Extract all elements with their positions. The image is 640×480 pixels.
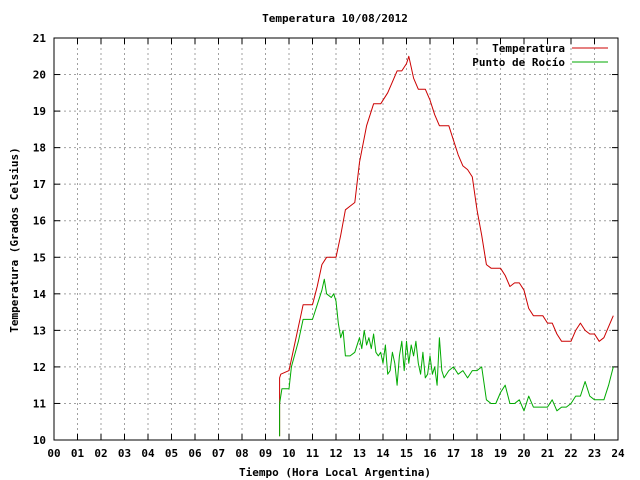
x-tick-label: 09 [259, 447, 272, 460]
y-tick-label: 12 [33, 361, 46, 374]
chart-title: Temperatura 10/08/2012 [262, 12, 408, 25]
y-tick-label: 17 [33, 178, 46, 191]
grid-lines [54, 38, 618, 440]
x-tick-label: 24 [611, 447, 625, 460]
x-tick-label: 16 [423, 447, 437, 460]
x-tick-label: 15 [400, 447, 413, 460]
x-tick-label: 17 [447, 447, 460, 460]
x-tick-label: 10 [282, 447, 295, 460]
y-axis-label: Temperatura (Grados Celsius) [8, 147, 21, 332]
plot-frame [53, 37, 619, 441]
y-tick-label: 14 [33, 288, 47, 301]
x-tick-label: 06 [188, 447, 202, 460]
y-tick-label: 21 [33, 32, 47, 45]
y-tick-label: 20 [33, 69, 46, 82]
series-line-punto-de-rocio [279, 278, 614, 437]
x-tick-label: 00 [47, 447, 60, 460]
x-tick-label: 21 [541, 447, 555, 460]
x-tick-label: 05 [165, 447, 178, 460]
x-tick-label: 02 [94, 447, 107, 460]
x-axis-label: Tiempo (Hora Local Argentina) [239, 466, 431, 479]
series-lines [279, 55, 614, 437]
x-tick-label: 18 [470, 447, 483, 460]
y-tick-label: 16 [33, 215, 47, 228]
x-tick-label: 23 [588, 447, 601, 460]
y-tick-label: 18 [33, 142, 46, 155]
legend-label: Punto de Rocío [472, 56, 565, 69]
x-tick-label: 03 [118, 447, 131, 460]
x-tick-label: 12 [329, 447, 342, 460]
x-tick-label: 04 [141, 447, 155, 460]
series-line-temperatura [279, 55, 614, 437]
x-tick-label: 14 [376, 447, 390, 460]
y-tick-label: 10 [33, 434, 46, 447]
y-tick-label: 13 [33, 324, 46, 337]
x-tick-label: 07 [212, 447, 225, 460]
x-tick-labels: 00 01 02 03 04 05 06 07 08 09 10 11 12 13 14 15 16 17 18 19… [47, 447, 625, 460]
x-tick-label: 11 [306, 447, 320, 460]
y-tick-label: 11 [33, 397, 47, 410]
x-tick-label: 08 [235, 447, 248, 460]
x-tick-label: 22 [564, 447, 577, 460]
x-tick-label: 13 [353, 447, 366, 460]
x-tick-label: 01 [71, 447, 85, 460]
y-tick-label: 15 [33, 251, 46, 264]
legend-label: Temperatura [492, 42, 565, 55]
y-tick-label: 19 [33, 105, 46, 118]
x-tick-label: 19 [494, 447, 507, 460]
y-tick-labels: 10 11 12 13 14 15 16 17 18 19 20 21 [33, 32, 47, 447]
x-tick-label: 20 [517, 447, 530, 460]
